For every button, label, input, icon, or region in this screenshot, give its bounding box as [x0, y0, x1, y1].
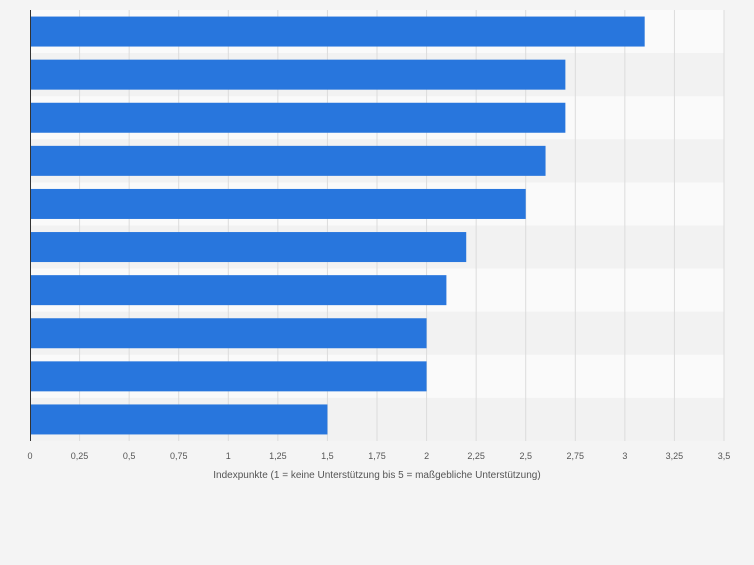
x-tick-label: 1,5 — [321, 451, 334, 461]
bar — [30, 59, 566, 90]
bar — [30, 145, 546, 176]
bar — [30, 102, 566, 133]
x-tick-label: 0,75 — [170, 451, 188, 461]
x-tick-label: 2,5 — [519, 451, 532, 461]
bars — [30, 16, 645, 435]
bar — [30, 318, 427, 349]
x-axis-label: Indexpunkte (1 = keine Unterstützung bis… — [213, 470, 540, 481]
x-tick-label: 3,5 — [718, 451, 731, 461]
x-tick-label: 0,25 — [71, 451, 89, 461]
x-tick-label: 3 — [622, 451, 627, 461]
bar — [30, 16, 645, 47]
x-tick-label: 2,25 — [467, 451, 485, 461]
bar — [30, 188, 526, 219]
x-tick-label: 1,75 — [368, 451, 386, 461]
bar — [30, 361, 427, 392]
bar — [30, 404, 328, 435]
x-tick-label: 2,75 — [567, 451, 585, 461]
x-tick-labels: 0 0,25 0,5 0,75 1 1,25 1,5 1,75 2 2,25 2,5 2,75 3 3,2… — [27, 451, 730, 461]
x-tick-label: 1,25 — [269, 451, 287, 461]
x-tick-label: 3,25 — [666, 451, 684, 461]
x-tick-label: 0 — [27, 451, 32, 461]
x-tick-label: 1 — [226, 451, 231, 461]
bar — [30, 232, 467, 263]
x-tick-label: 0,5 — [123, 451, 136, 461]
x-tick-label: 2 — [424, 451, 429, 461]
bar — [30, 275, 447, 306]
